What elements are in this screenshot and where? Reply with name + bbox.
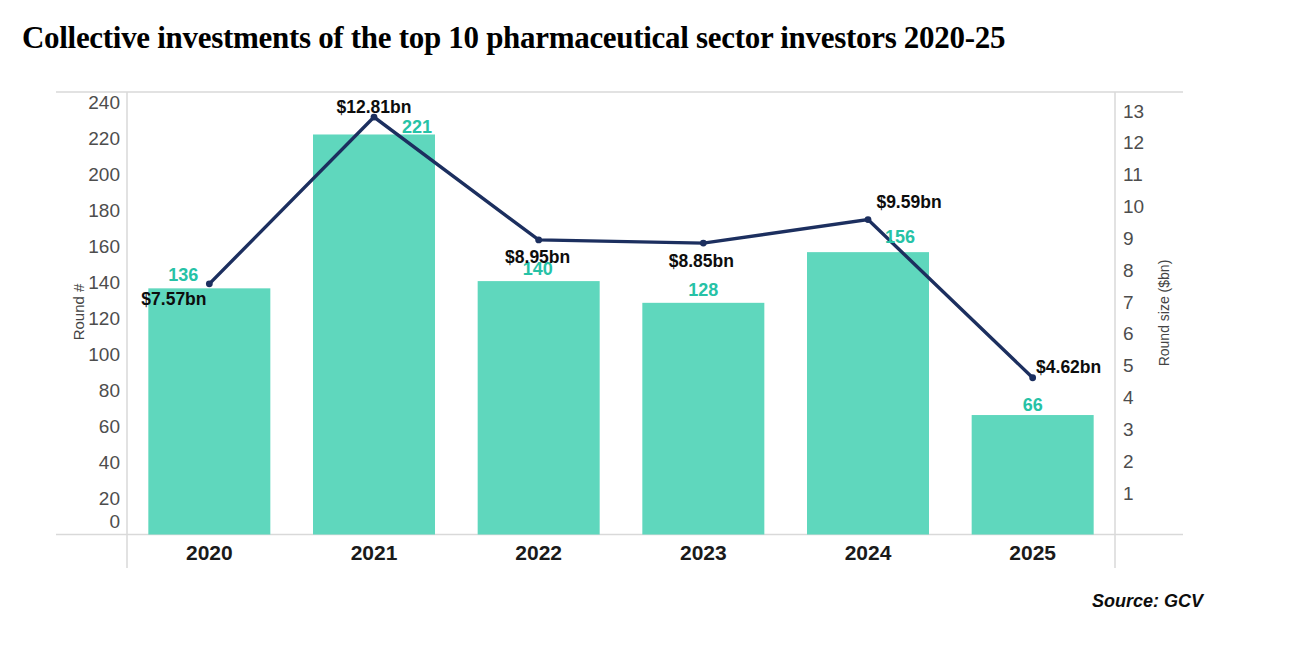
left-axis-tick-40: 40: [99, 452, 120, 473]
line-value-label-2020: $7.57bn: [141, 289, 206, 309]
right-axis-tick-7: 7: [1123, 292, 1134, 313]
line-value-label-2024: $9.59bn: [876, 192, 941, 212]
right-axis-tick-10: 10: [1123, 196, 1144, 217]
left-axis-tick-0: 0: [109, 511, 120, 532]
right-axis-tick-8: 8: [1123, 260, 1134, 281]
bar-2022: [478, 281, 600, 534]
bar-2021: [313, 134, 435, 534]
left-axis-tick-120: 120: [88, 308, 120, 329]
x-axis-label-2025: 2025: [1009, 541, 1056, 564]
bar-value-label-2024: 156: [885, 227, 915, 247]
line-point-2020: [206, 280, 213, 287]
source-note: Source: GCV: [1092, 591, 1203, 612]
left-axis-tick-140: 140: [88, 272, 120, 293]
left-axis-tick-220: 220: [88, 128, 120, 149]
line-value-label-2022: $8.95bn: [505, 247, 570, 267]
right-axis-tick-9: 9: [1123, 228, 1134, 249]
left-axis-tick-200: 200: [88, 164, 120, 185]
combo-chart-svg: 0204060801001201401601802002202401234567…: [0, 0, 1291, 647]
line-value-label-2021: $12.81bn: [337, 97, 412, 117]
bar-2020: [148, 288, 270, 534]
right-axis-tick-6: 6: [1123, 323, 1134, 344]
right-axis-tick-1: 1: [1123, 483, 1134, 504]
right-axis-tick-5: 5: [1123, 355, 1134, 376]
line-point-2025: [1029, 374, 1036, 381]
x-axis-label-2022: 2022: [515, 541, 562, 564]
x-axis-label-2020: 2020: [186, 541, 233, 564]
left-axis-tick-160: 160: [88, 236, 120, 257]
left-axis-tick-180: 180: [88, 200, 120, 221]
left-axis-tick-100: 100: [88, 344, 120, 365]
bar-value-label-2021: 221: [402, 117, 432, 137]
right-axis-tick-4: 4: [1123, 387, 1134, 408]
chart-page: Collective investments of the top 10 pha…: [0, 0, 1291, 647]
right-axis-tick-12: 12: [1123, 132, 1144, 153]
right-axis-tick-13: 13: [1123, 101, 1144, 122]
left-axis-tick-20: 20: [99, 488, 120, 509]
left-axis-title: Round #: [70, 283, 87, 340]
right-axis-tick-3: 3: [1123, 419, 1134, 440]
line-point-2022: [535, 237, 542, 244]
line-value-label-2025: $4.62bn: [1036, 357, 1101, 377]
bar-2025: [972, 415, 1094, 534]
right-axis-tick-11: 11: [1123, 164, 1143, 185]
right-axis-title: Round size ($bn): [1156, 260, 1172, 367]
right-axis-tick-2: 2: [1123, 451, 1134, 472]
line-value-label-2023: $8.85bn: [669, 251, 734, 271]
x-axis-label-2023: 2023: [680, 541, 727, 564]
bar-value-label-2023: 128: [688, 280, 718, 300]
bar-value-label-2025: 66: [1023, 395, 1043, 415]
left-axis-tick-240: 240: [88, 92, 120, 113]
bar-2023: [642, 303, 764, 535]
line-point-2024: [865, 216, 872, 223]
line-point-2023: [700, 240, 707, 247]
left-axis-tick-60: 60: [99, 416, 120, 437]
x-axis-label-2024: 2024: [845, 541, 892, 564]
left-axis-tick-80: 80: [99, 380, 120, 401]
bar-2024: [807, 252, 929, 534]
x-axis-label-2021: 2021: [351, 541, 398, 564]
bar-value-label-2020: 136: [168, 265, 198, 285]
chart-area: 0204060801001201401601802002202401234567…: [0, 0, 1291, 647]
